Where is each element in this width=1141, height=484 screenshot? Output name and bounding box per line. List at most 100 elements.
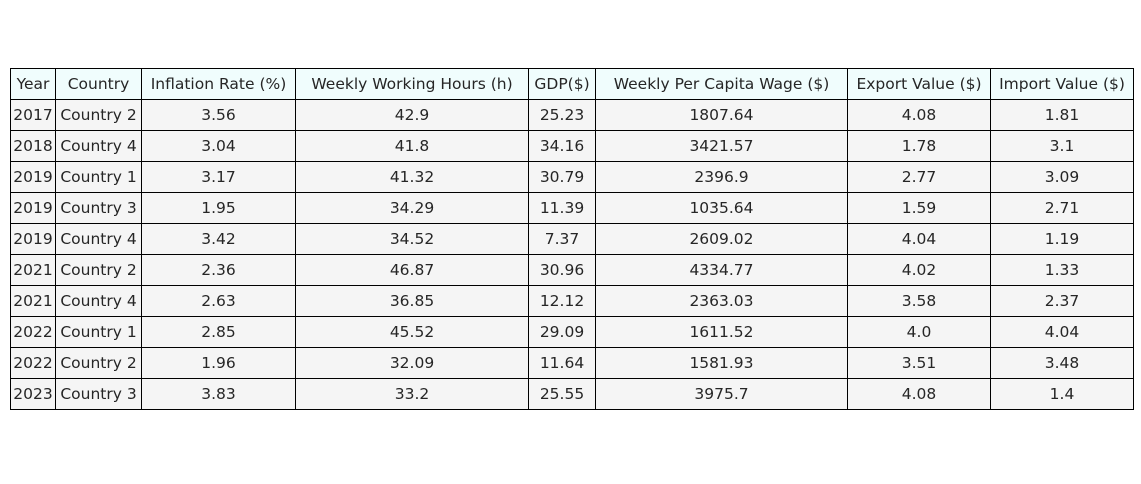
cell-inflation-rate: 3.56 [141,99,296,131]
table-body: 2017 Country 2 3.56 42.9 25.23 1807.64 4.08 1.8… [10,99,1134,410]
table-row: 2019 Country 3 1.95 34.29 11.39 1035.64 1.59 2.… [10,192,1134,224]
cell-export-value: 4.04 [847,223,991,255]
cell-year: 2019 [10,192,56,224]
cell-inflation-rate: 2.63 [141,285,296,317]
cell-export-value: 4.08 [847,378,991,410]
cell-country: Country 2 [55,254,142,286]
cell-export-value: 1.59 [847,192,991,224]
cell-weekly-wage: 3421.57 [595,130,848,162]
cell-year: 2023 [10,378,56,410]
cell-gdp: 25.55 [528,378,596,410]
cell-inflation-rate: 1.96 [141,347,296,379]
data-table-container: Year Country Inflation Rate (%) Weekly W… [10,68,1134,410]
cell-gdp: 30.79 [528,161,596,193]
table-row: 2021 Country 2 2.36 46.87 30.96 4334.77 4.02 1.… [10,254,1134,286]
column-header-export-value: Export Value ($) [847,68,991,100]
cell-import-value: 1.33 [990,254,1134,286]
cell-gdp: 30.96 [528,254,596,286]
cell-country: Country 1 [55,316,142,348]
cell-import-value: 1.81 [990,99,1134,131]
cell-country: Country 4 [55,285,142,317]
cell-gdp: 34.16 [528,130,596,162]
cell-export-value: 4.0 [847,316,991,348]
cell-country: Country 3 [55,378,142,410]
cell-country: Country 1 [55,161,142,193]
cell-gdp: 25.23 [528,99,596,131]
cell-import-value: 1.19 [990,223,1134,255]
cell-gdp: 29.09 [528,316,596,348]
table-row: 2023 Country 3 3.83 33.2 25.55 3975.7 4.08 1.4 [10,378,1134,410]
cell-weekly-wage: 4334.77 [595,254,848,286]
cell-weekly-working-hours: 32.09 [295,347,529,379]
cell-gdp: 11.64 [528,347,596,379]
cell-weekly-wage: 1611.52 [595,316,848,348]
cell-weekly-wage: 2609.02 [595,223,848,255]
table-row: 2019 Country 4 3.42 34.52 7.37 2609.02 4.04 1.1… [10,223,1134,255]
cell-weekly-working-hours: 36.85 [295,285,529,317]
cell-import-value: 3.1 [990,130,1134,162]
table-header-row: Year Country Inflation Rate (%) Weekly W… [10,68,1134,100]
cell-export-value: 4.08 [847,99,991,131]
cell-import-value: 3.48 [990,347,1134,379]
cell-inflation-rate: 1.95 [141,192,296,224]
cell-import-value: 4.04 [990,316,1134,348]
cell-inflation-rate: 2.85 [141,316,296,348]
cell-weekly-wage: 2363.03 [595,285,848,317]
cell-weekly-working-hours: 34.29 [295,192,529,224]
cell-inflation-rate: 3.83 [141,378,296,410]
cell-export-value: 3.51 [847,347,991,379]
cell-weekly-wage: 1807.64 [595,99,848,131]
cell-export-value: 3.58 [847,285,991,317]
data-table: Year Country Inflation Rate (%) Weekly W… [10,68,1134,410]
cell-import-value: 2.37 [990,285,1134,317]
column-header-country: Country [55,68,142,100]
cell-country: Country 3 [55,192,142,224]
cell-country: Country 2 [55,99,142,131]
cell-export-value: 2.77 [847,161,991,193]
cell-country: Country 4 [55,223,142,255]
cell-year: 2019 [10,161,56,193]
cell-year: 2022 [10,347,56,379]
cell-year: 2017 [10,99,56,131]
column-header-year: Year [10,68,56,100]
cell-gdp: 12.12 [528,285,596,317]
table-row: 2022 Country 2 1.96 32.09 11.64 1581.93 3.51 3.… [10,347,1134,379]
cell-import-value: 1.4 [990,378,1134,410]
cell-weekly-working-hours: 33.2 [295,378,529,410]
cell-weekly-working-hours: 41.32 [295,161,529,193]
table-row: 2018 Country 4 3.04 41.8 34.16 3421.57 1.78 3.1 [10,130,1134,162]
cell-export-value: 1.78 [847,130,991,162]
cell-weekly-working-hours: 46.87 [295,254,529,286]
column-header-import-value: Import Value ($) [990,68,1134,100]
cell-inflation-rate: 3.42 [141,223,296,255]
cell-import-value: 2.71 [990,192,1134,224]
cell-weekly-working-hours: 45.52 [295,316,529,348]
cell-weekly-wage: 1581.93 [595,347,848,379]
cell-weekly-working-hours: 41.8 [295,130,529,162]
cell-year: 2021 [10,254,56,286]
table-row: 2022 Country 1 2.85 45.52 29.09 1611.52 4.0 4.0… [10,316,1134,348]
cell-gdp: 7.37 [528,223,596,255]
cell-year: 2022 [10,316,56,348]
cell-inflation-rate: 2.36 [141,254,296,286]
cell-year: 2021 [10,285,56,317]
cell-inflation-rate: 3.17 [141,161,296,193]
cell-weekly-working-hours: 42.9 [295,99,529,131]
column-header-weekly-wage: Weekly Per Capita Wage ($) [595,68,848,100]
cell-weekly-wage: 3975.7 [595,378,848,410]
cell-weekly-wage: 1035.64 [595,192,848,224]
cell-import-value: 3.09 [990,161,1134,193]
cell-year: 2018 [10,130,56,162]
cell-year: 2019 [10,223,56,255]
table-row: 2021 Country 4 2.63 36.85 12.12 2363.03 3.58 2.… [10,285,1134,317]
cell-gdp: 11.39 [528,192,596,224]
column-header-gdp: GDP($) [528,68,596,100]
cell-country: Country 4 [55,130,142,162]
cell-weekly-working-hours: 34.52 [295,223,529,255]
column-header-inflation-rate: Inflation Rate (%) [141,68,296,100]
column-header-weekly-working-hours: Weekly Working Hours (h) [295,68,529,100]
cell-country: Country 2 [55,347,142,379]
table-row: 2019 Country 1 3.17 41.32 30.79 2396.9 2.77 3.0… [10,161,1134,193]
table-row: 2017 Country 2 3.56 42.9 25.23 1807.64 4.08 1.8… [10,99,1134,131]
cell-export-value: 4.02 [847,254,991,286]
